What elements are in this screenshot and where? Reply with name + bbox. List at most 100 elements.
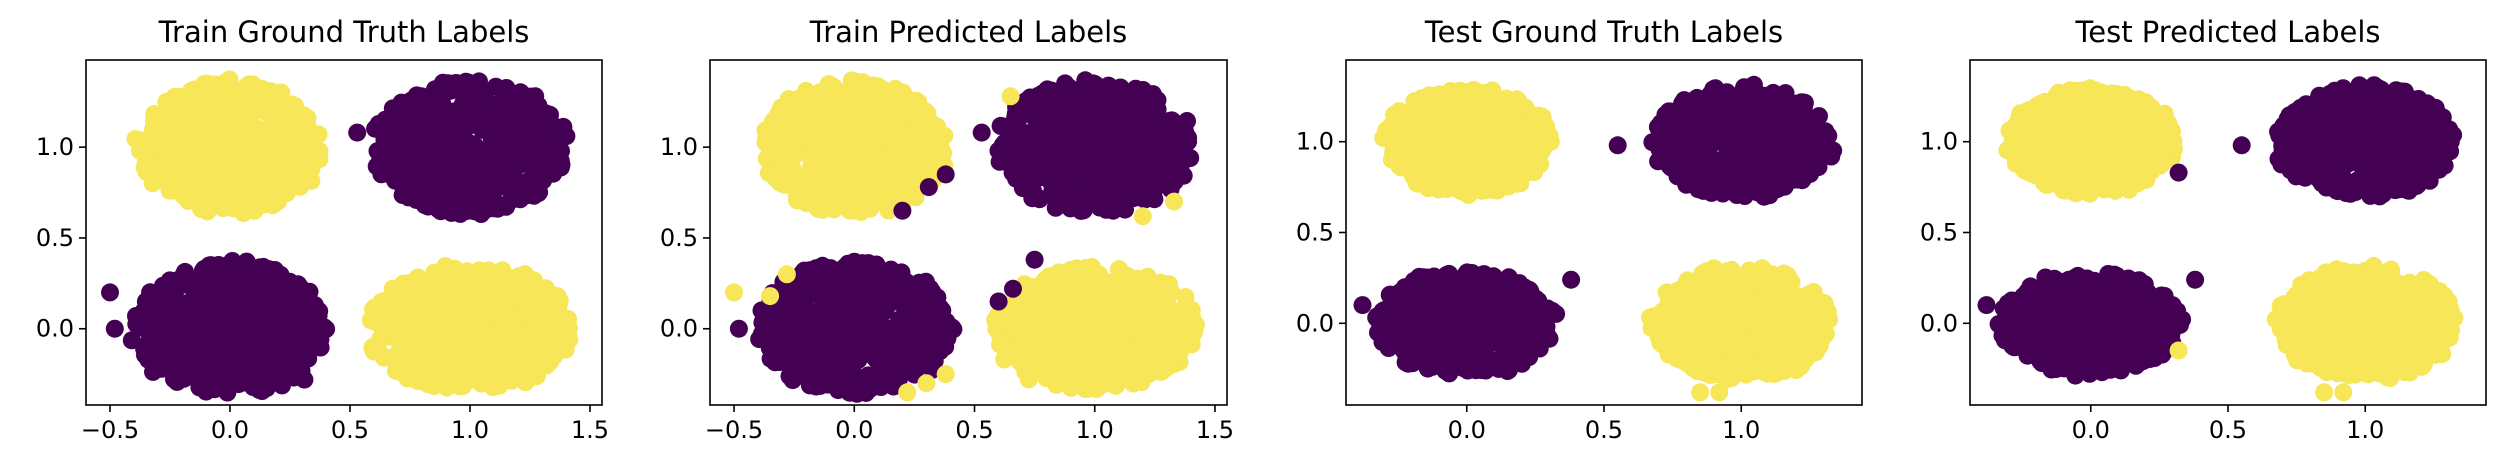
- data-point: [995, 338, 1014, 357]
- cluster-2: [366, 72, 576, 223]
- data-point: [845, 173, 864, 192]
- outlier-point: [919, 178, 938, 197]
- data-point: [138, 162, 157, 181]
- data-point: [986, 311, 1005, 329]
- data-point: [759, 163, 778, 182]
- data-point: [420, 183, 439, 202]
- data-point: [1138, 89, 1157, 108]
- data-point: [471, 166, 490, 185]
- data-point: [1506, 131, 1525, 150]
- data-point: [219, 378, 238, 397]
- data-point: [1090, 78, 1108, 96]
- data-point: [503, 94, 522, 113]
- chart-title: Train Ground Truth Labels: [158, 15, 530, 49]
- data-point: [283, 306, 302, 325]
- data-point: [226, 271, 245, 290]
- outlier-point: [1025, 250, 1044, 269]
- data-point: [489, 341, 508, 360]
- data-point: [404, 293, 423, 312]
- data-point: [552, 310, 571, 329]
- data-point: [1045, 161, 1063, 180]
- data-point: [191, 357, 210, 376]
- data-point: [295, 116, 314, 135]
- data-point: [1408, 174, 1427, 193]
- y-tick-label: 0.5: [660, 224, 698, 252]
- data-point: [469, 103, 488, 122]
- outlier-point: [893, 201, 912, 220]
- outlier-point: [936, 165, 955, 184]
- chart-title: Train Predicted Labels: [809, 15, 1128, 49]
- data-point: [895, 329, 914, 347]
- cluster-2: [1643, 75, 1843, 206]
- data-point: [1385, 145, 1404, 164]
- data-point: [836, 266, 854, 285]
- data-point: [407, 131, 426, 150]
- data-point: [528, 300, 547, 319]
- data-point: [193, 129, 212, 148]
- data-point: [916, 304, 935, 323]
- data-point: [829, 381, 848, 400]
- cluster-3: [750, 252, 963, 403]
- data-point: [757, 312, 776, 331]
- data-point: [883, 283, 902, 302]
- data-point: [1157, 332, 1176, 351]
- data-point: [1082, 377, 1101, 396]
- data-point: [237, 94, 256, 113]
- data-point: [1056, 74, 1075, 93]
- data-point: [909, 121, 928, 140]
- data-point: [493, 261, 512, 280]
- data-point: [791, 143, 810, 162]
- data-point: [879, 176, 898, 195]
- data-point: [193, 98, 212, 117]
- data-point: [153, 121, 172, 140]
- data-point: [424, 169, 443, 188]
- data-point: [1424, 86, 1443, 105]
- data-point: [163, 147, 182, 166]
- data-point: [1460, 178, 1479, 197]
- data-point: [267, 300, 286, 319]
- data-point: [300, 135, 319, 154]
- data-point: [1073, 87, 1092, 106]
- data-point: [1127, 339, 1146, 358]
- outlier-point: [295, 370, 314, 389]
- data-point: [408, 173, 427, 192]
- data-point: [801, 277, 820, 296]
- data-point: [828, 167, 847, 186]
- data-point: [1483, 134, 1502, 153]
- data-point: [217, 80, 236, 99]
- data-point: [1062, 345, 1081, 364]
- data-point: [268, 98, 287, 117]
- data-point: [848, 284, 867, 303]
- data-point: [1040, 315, 1059, 334]
- data-point: [161, 272, 180, 291]
- data-point: [778, 282, 797, 300]
- data-point: [429, 148, 448, 167]
- data-point: [501, 154, 520, 173]
- data-point: [1174, 132, 1193, 151]
- data-point: [928, 288, 947, 307]
- data-point: [839, 313, 858, 332]
- outlier-point: [1004, 279, 1022, 298]
- data-point: [829, 129, 848, 148]
- data-point: [1140, 159, 1159, 178]
- data-point: [843, 119, 862, 138]
- data-point: [903, 295, 922, 314]
- data-point: [857, 191, 876, 210]
- data-point: [776, 314, 795, 333]
- data-point: [465, 202, 484, 221]
- data-point: [914, 348, 933, 367]
- data-point: [400, 148, 419, 167]
- data-point: [1185, 321, 1204, 340]
- data-point: [1001, 318, 1020, 337]
- data-point: [795, 261, 814, 280]
- data-point: [1022, 169, 1041, 188]
- data-point: [443, 317, 462, 336]
- data-point: [903, 137, 922, 156]
- data-point: [383, 279, 402, 298]
- data-point: [451, 204, 470, 223]
- data-point: [284, 160, 303, 179]
- cluster-4: [986, 258, 1205, 398]
- data-point: [454, 270, 473, 289]
